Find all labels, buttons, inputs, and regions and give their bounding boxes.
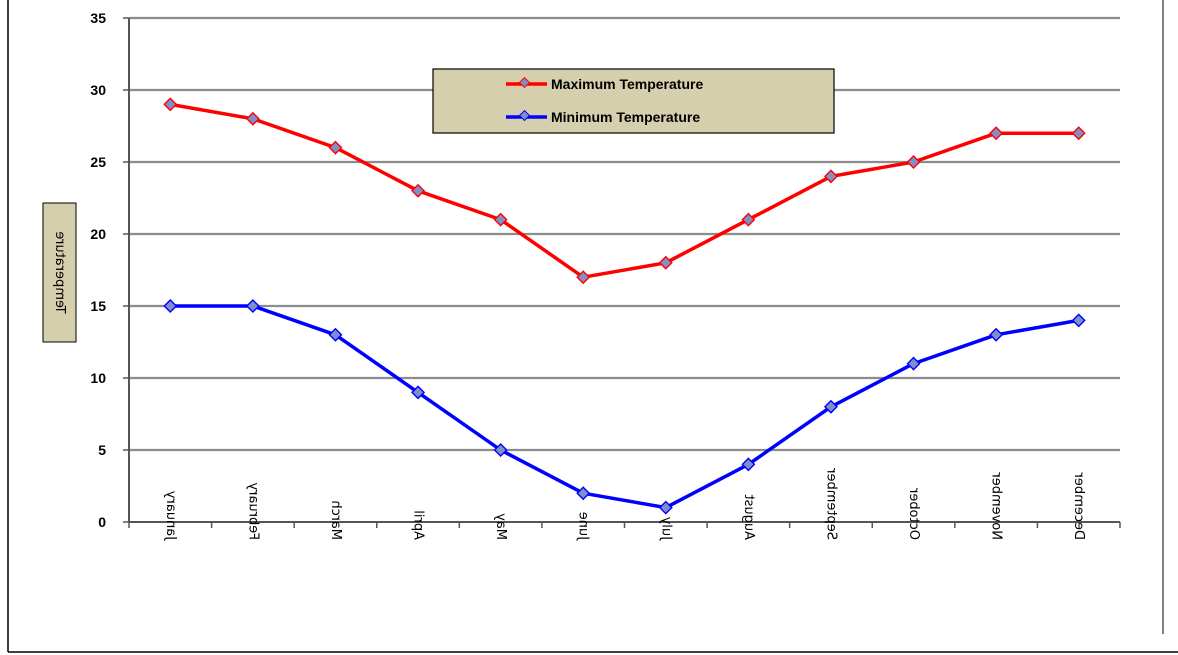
legend-max-label: Maximum Temperature xyxy=(551,76,703,92)
series-1-point-10 xyxy=(906,155,921,169)
y-axis-title: Temperature xyxy=(42,202,77,343)
series-2-point-5 xyxy=(493,443,508,457)
x-category-label-10: October xyxy=(906,487,921,540)
series-2-point-10 xyxy=(906,356,921,371)
series-1-point-6 xyxy=(576,270,591,285)
series-2-point-2 xyxy=(245,299,260,313)
legend-item-min: Minimum Temperature xyxy=(506,109,700,125)
series-2-point-9 xyxy=(823,399,838,414)
x-category-label-6: June xyxy=(576,512,591,541)
x-category-label-3: March xyxy=(328,500,343,540)
legend-min-label: Minimum Temperature xyxy=(551,109,700,125)
x-category-label-1: January xyxy=(163,490,178,541)
y-axis-ticks: 0 5 10 15 20 25 30 35 xyxy=(90,10,129,530)
series-2-point-4 xyxy=(411,385,426,400)
series-line-2 xyxy=(170,304,1080,510)
series-line-1 xyxy=(169,102,1079,279)
series-2-point-6 xyxy=(576,486,591,501)
y-tick-label-15: 15 xyxy=(90,298,106,314)
y-tick-label-5: 5 xyxy=(98,442,106,458)
legend-min-marker xyxy=(518,109,531,122)
legend-max-marker xyxy=(518,76,531,89)
series-lines xyxy=(169,102,1080,510)
y-tick-label-20: 20 xyxy=(90,226,106,242)
axes xyxy=(128,18,1121,528)
x-axis-category-labels: January February March April May June July Augu… xyxy=(163,467,1086,541)
series-1-point-11 xyxy=(989,126,1004,141)
legend: Maximum Temperature Minimum Temperature xyxy=(432,68,835,134)
x-category-label-12: December xyxy=(1071,472,1086,540)
series-2-point-11 xyxy=(989,327,1004,342)
series-2-point-3 xyxy=(328,327,343,342)
series-1-point-5 xyxy=(493,212,508,227)
y-tick-label-10: 10 xyxy=(90,370,106,386)
series-1-point-4 xyxy=(411,183,426,198)
series-1-point-12 xyxy=(1071,126,1086,141)
legend-box xyxy=(432,68,835,134)
y-tick-label-30: 30 xyxy=(90,82,106,98)
series-1-point-2 xyxy=(245,111,260,126)
series-2-point-12 xyxy=(1071,313,1086,328)
series-2-point-7 xyxy=(658,500,673,515)
series-2-point-8 xyxy=(741,457,756,472)
y-axis-title-text: Temperature xyxy=(52,231,67,314)
y-tick-label-35: 35 xyxy=(90,10,106,26)
series-1-point-3 xyxy=(328,140,343,155)
x-category-label-9: September xyxy=(823,467,838,540)
x-category-label-5: May xyxy=(493,513,508,540)
series-2-point-1 xyxy=(163,299,178,313)
series-1-point-7 xyxy=(658,255,673,270)
y-tick-label-0: 0 xyxy=(98,514,106,530)
legend-item-max: Maximum Temperature xyxy=(506,76,703,92)
y-tick-label-25: 25 xyxy=(90,154,106,170)
x-category-label-8: August xyxy=(741,495,756,541)
x-category-label-2: February xyxy=(245,482,260,540)
series-markers xyxy=(163,97,1086,515)
x-category-label-11: November xyxy=(989,472,1004,540)
x-category-label-4: April xyxy=(411,510,426,540)
x-category-label-7: July xyxy=(658,516,673,541)
series-1-point-9 xyxy=(823,169,838,184)
series-1-point-8 xyxy=(741,212,756,227)
series-1-point-1 xyxy=(163,97,178,112)
